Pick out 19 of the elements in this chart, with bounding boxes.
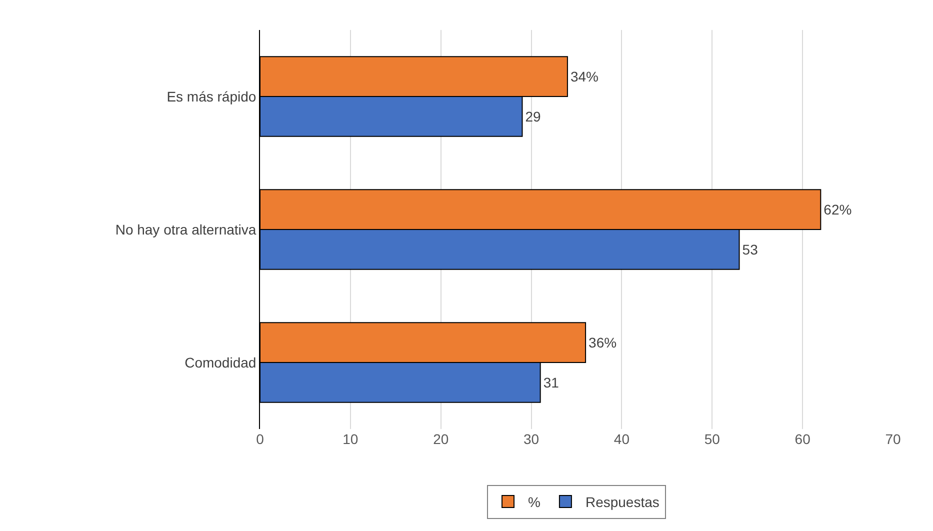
data-label: 36%: [588, 334, 617, 351]
y-tick-label: Comodidad: [184, 354, 256, 370]
x-tick-label: 50: [704, 431, 720, 447]
x-tick-label: 40: [614, 431, 630, 447]
data-label: 29: [525, 108, 542, 124]
x-tick-label: 30: [524, 431, 540, 447]
data-label: 62%: [824, 202, 852, 218]
y-tick-label: No hay otra alternativa: [115, 221, 256, 238]
data-label: 31: [543, 374, 560, 390]
x-tick-label: 10: [342, 431, 358, 447]
data-label: 34%: [570, 68, 598, 85]
legend-label: %: [528, 494, 540, 510]
legend-label: Respuestas: [585, 494, 660, 510]
x-tick-label: 0: [256, 431, 264, 447]
y-tick-label: Es más rápido: [166, 88, 256, 104]
data-label: 53: [742, 241, 758, 258]
x-tick-label: 20: [433, 431, 449, 447]
x-tick-label: 70: [885, 431, 901, 447]
x-tick-label: 60: [794, 431, 811, 447]
